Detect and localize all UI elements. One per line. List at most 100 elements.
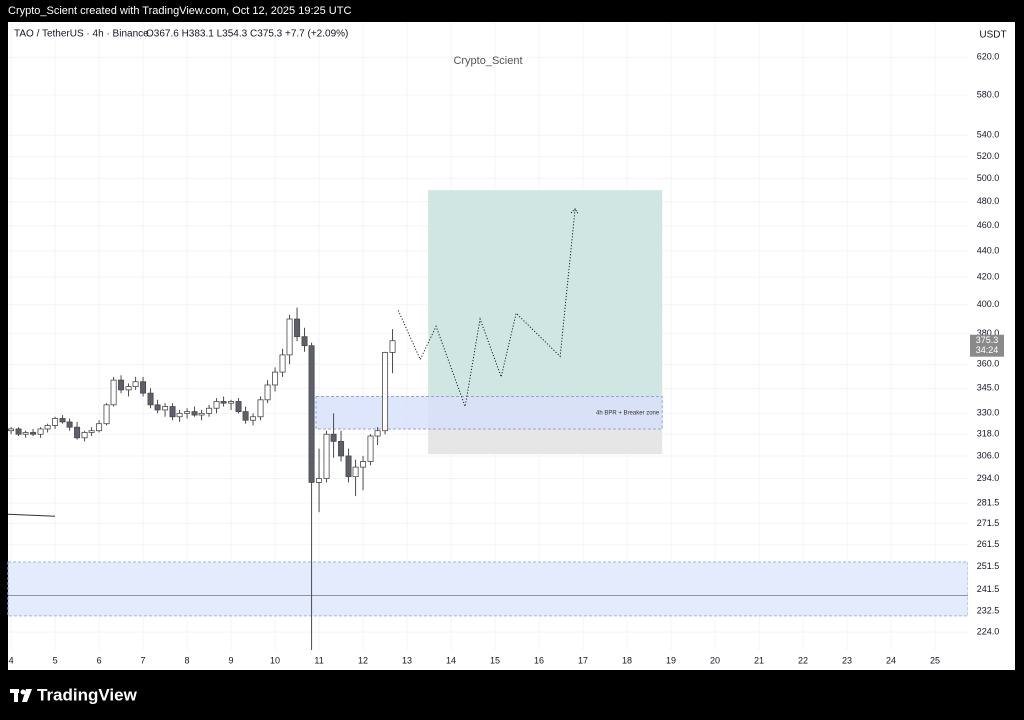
candle-body — [279, 354, 286, 373]
candle-body — [272, 371, 279, 386]
candle-body — [103, 404, 110, 425]
candle-body — [206, 407, 213, 414]
candle-body — [198, 412, 205, 416]
candle-body — [8, 428, 15, 432]
candle-body — [338, 440, 345, 457]
y-tick-label: 440.0 — [977, 245, 1000, 255]
candle-body — [367, 435, 374, 462]
y-tick-label: 500.0 — [977, 173, 1000, 183]
y-tick-label: 480.0 — [977, 196, 1000, 206]
candle-body — [286, 318, 293, 356]
x-tick-label: 7 — [141, 655, 146, 665]
y-tick-label: 251.5 — [977, 561, 1000, 571]
y-tick-label: 540.0 — [977, 130, 1000, 140]
axes: 620.0 580.0 540.0 520.0 500.0 480.0 460.0 440.0… — [9, 52, 1004, 665]
x-tick-label: 5 — [53, 655, 58, 665]
candle-body — [110, 379, 117, 406]
projection-path — [397, 208, 576, 409]
candle-body — [213, 401, 220, 409]
y-tick-label: 318.0 — [977, 429, 1000, 439]
x-tick-label: 22 — [798, 655, 808, 665]
candle-body — [88, 430, 95, 433]
candle-body — [308, 345, 315, 483]
logo-shape — [14, 689, 18, 702]
candle-body — [382, 352, 389, 432]
ohlc: O367.6 H383.1 L354.3 C375.3 +7.7 (+2.09%… — [146, 29, 348, 40]
candle-body — [191, 411, 198, 416]
candle-body — [125, 386, 132, 391]
x-tick-label: 16 — [534, 655, 544, 665]
candle-body — [352, 466, 359, 478]
x-tick-label: 23 — [842, 655, 852, 665]
candle-body — [132, 381, 139, 388]
y-tick-label: 460.0 — [977, 220, 1000, 230]
candle-body — [162, 406, 169, 411]
y-tick-label: 400.0 — [977, 299, 1000, 309]
candle-body — [37, 428, 44, 435]
candle-body — [147, 392, 154, 406]
x-tick-label: 18 — [622, 655, 632, 665]
currency: USDT — [979, 30, 1006, 41]
candle-body — [242, 411, 249, 421]
logo-mark — [10, 689, 32, 702]
y-tick-label: 520.0 — [977, 151, 1000, 161]
x-tick-label: 9 — [229, 655, 234, 665]
x-tick-label: 19 — [666, 655, 676, 665]
trend-line — [7, 513, 56, 517]
candle-body — [74, 426, 81, 439]
candle-body — [22, 432, 29, 435]
y-tick-label: 330.0 — [977, 408, 1000, 418]
y-tick-label: 271.5 — [977, 518, 1000, 528]
caption: Crypto_Scient created with TradingView.c… — [8, 5, 351, 17]
x-tick-label: 21 — [754, 655, 764, 665]
y-tick-label: 261.5 — [977, 539, 1000, 549]
candle-body — [228, 401, 235, 404]
y-tick-label: 241.5 — [977, 584, 1000, 594]
candle-body — [374, 430, 381, 437]
projection-arrow — [570, 208, 579, 215]
candle-body — [330, 433, 337, 442]
candle-body — [257, 399, 264, 418]
candle-body — [176, 412, 183, 418]
x-tick-label: 17 — [578, 655, 588, 665]
y-tick-label: 281.5 — [977, 497, 1000, 507]
y-tick-label: 224.0 — [977, 626, 1000, 636]
candle-body — [294, 318, 301, 338]
x-tick-label: 13 — [402, 655, 412, 665]
logo: TradingView — [37, 685, 138, 704]
bpr-zone — [315, 395, 663, 430]
candle-body — [30, 432, 37, 435]
last-price-box — [970, 334, 1004, 357]
x-tick-label: 11 — [314, 655, 323, 665]
x-tick-label: 15 — [490, 655, 500, 665]
candle-body — [235, 401, 242, 413]
x-tick-label: 8 — [185, 655, 190, 665]
last-price: 375.3 — [976, 335, 999, 345]
x-tick-label: 25 — [930, 655, 940, 665]
symbol: TAO / TetherUS · 4h · Binance — [14, 29, 149, 40]
y-tick-label: 380.0 — [977, 328, 1000, 338]
candle-body — [323, 433, 330, 479]
candle-body — [389, 340, 396, 353]
logo-shape — [22, 689, 32, 702]
x-tick-label: 20 — [710, 655, 720, 665]
countdown: 34:24 — [976, 345, 999, 355]
candle-body — [360, 461, 367, 468]
candle-body — [220, 401, 227, 404]
y-tick-label: 345.0 — [977, 383, 1000, 393]
candle-body — [184, 411, 191, 414]
candle-body — [301, 336, 308, 347]
zone-label: 4h BPR + Breaker zone — [596, 410, 660, 416]
candle-body — [81, 432, 88, 439]
x-tick-label: 4 — [9, 655, 14, 665]
y-tick-label: 620.0 — [977, 52, 1000, 62]
y-tick-label: 360.0 — [977, 359, 1000, 369]
candle-body — [154, 404, 161, 411]
candle-body — [52, 418, 59, 426]
candle-body — [59, 418, 66, 423]
y-tick-label: 420.0 — [977, 272, 1000, 282]
x-tick-label: 12 — [358, 655, 368, 665]
watermark: Crypto_Scient — [453, 55, 522, 67]
support-zone — [7, 561, 969, 617]
